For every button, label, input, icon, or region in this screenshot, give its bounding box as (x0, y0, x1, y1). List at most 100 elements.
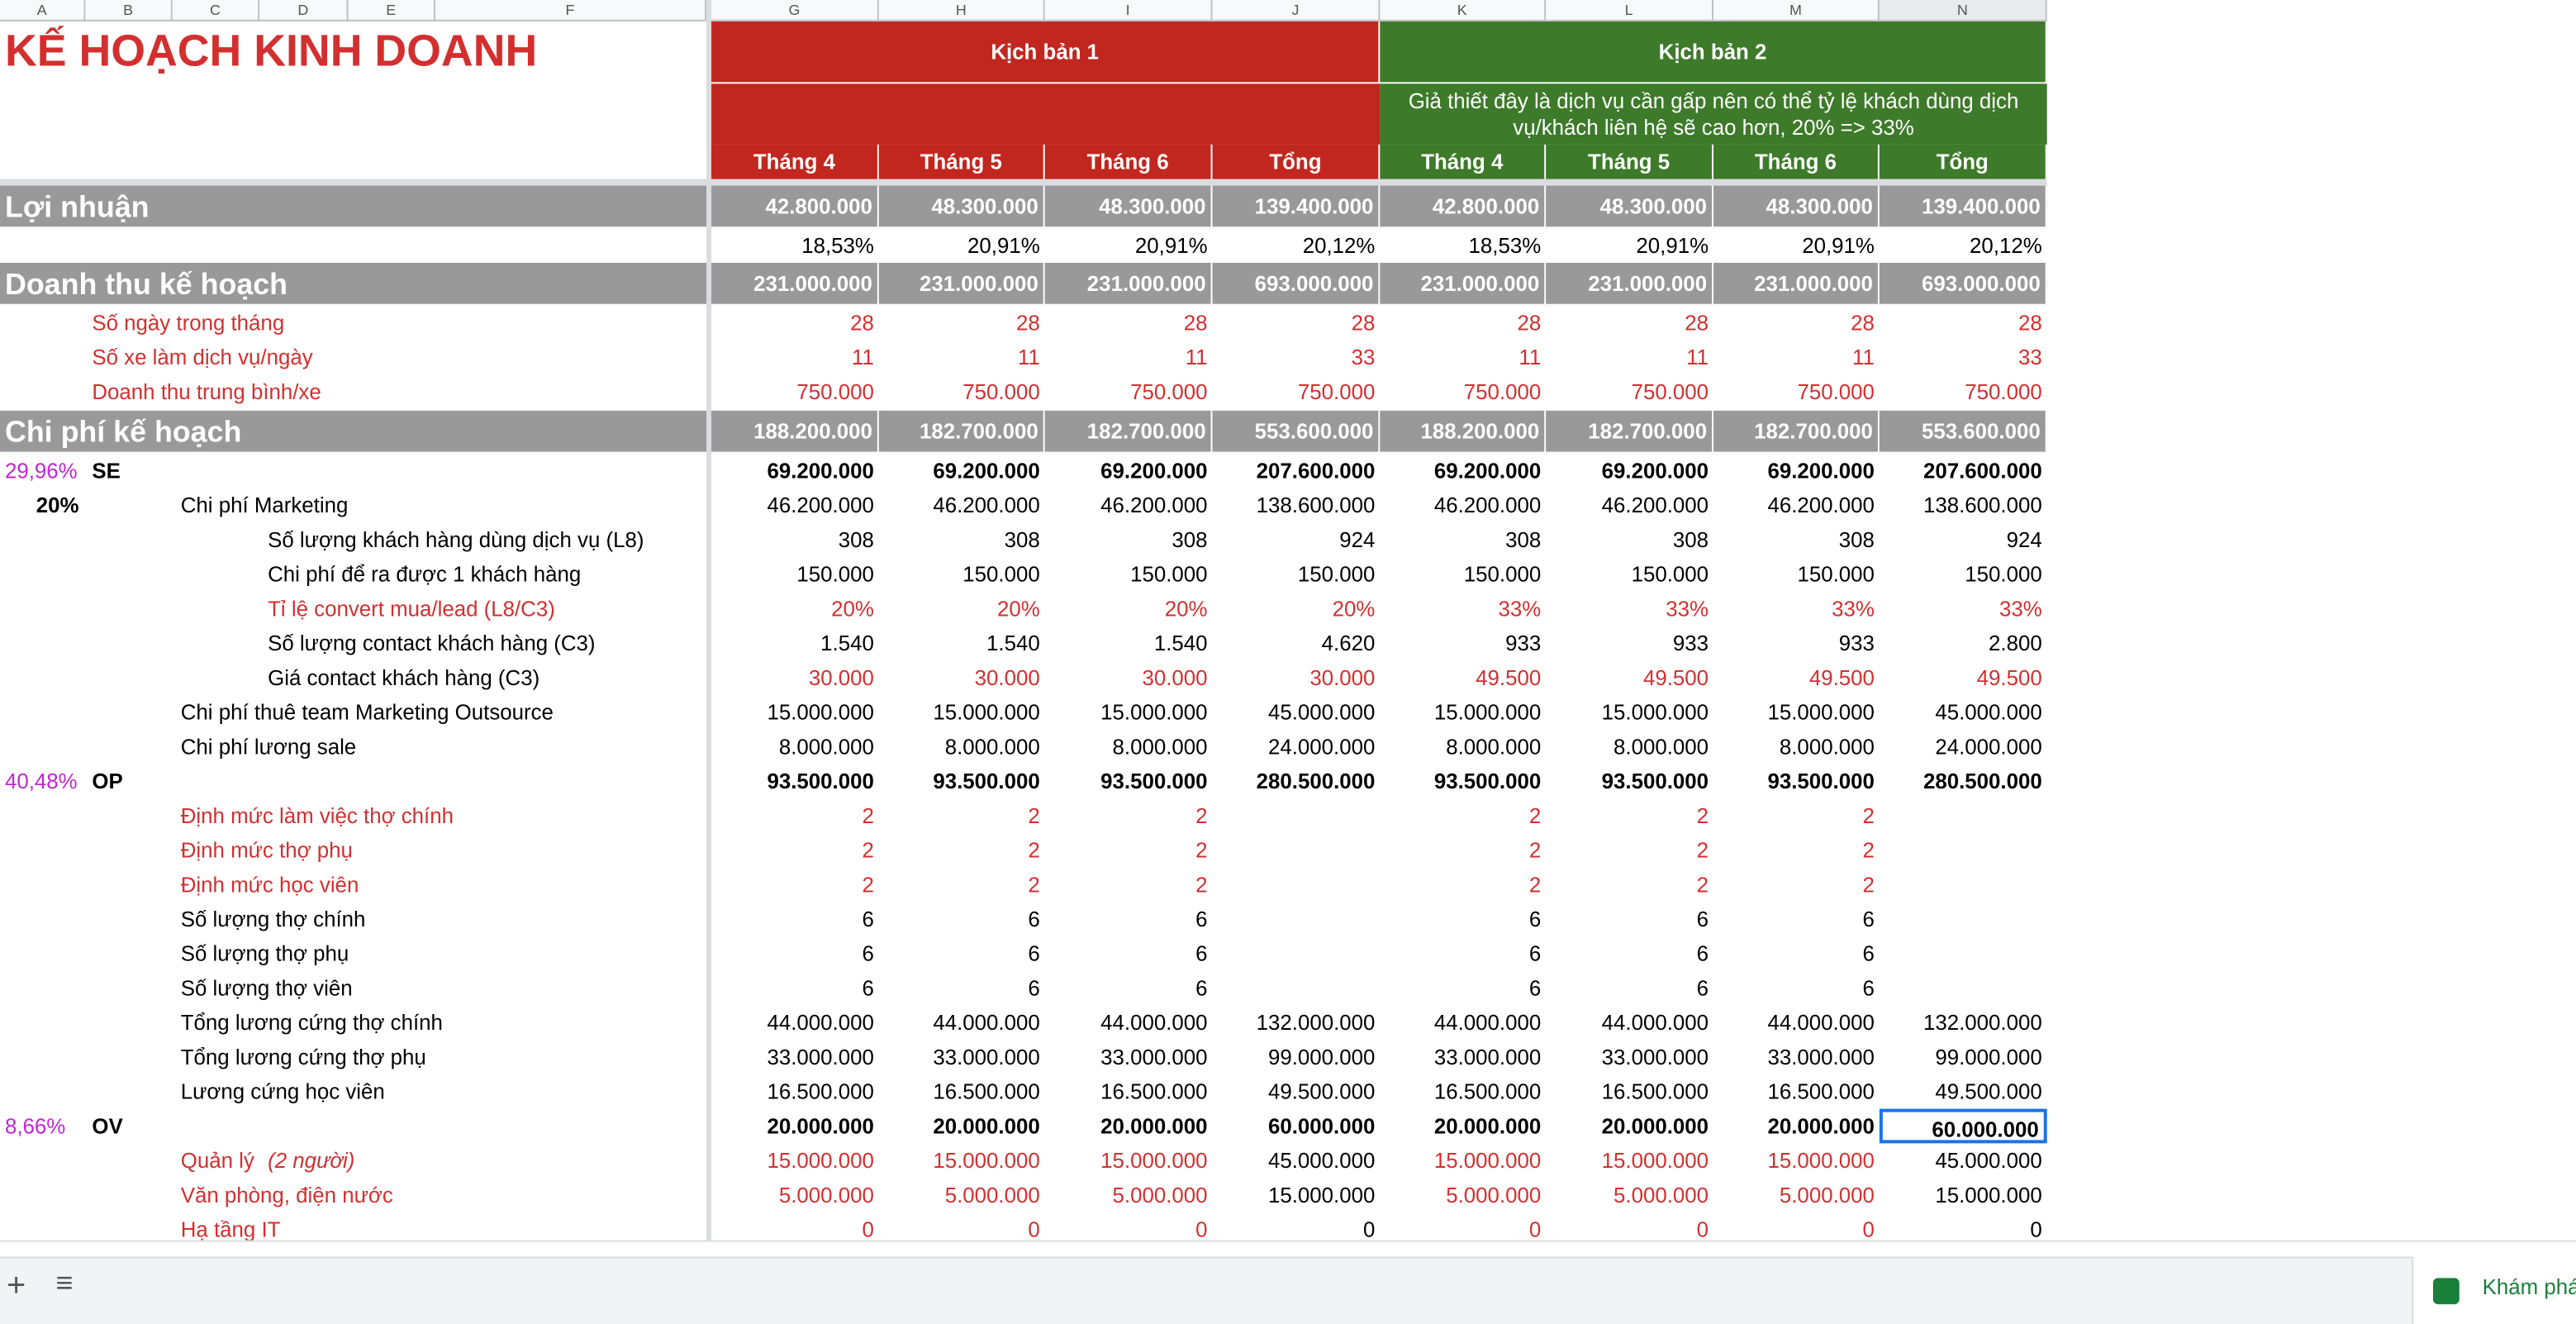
value-cell: 11 (852, 345, 874, 370)
value-cell: 93.500.000 (1767, 769, 1875, 794)
row-label: Số lượng thợ viên (180, 975, 353, 1001)
value-cell: 5.000.000 (778, 1183, 874, 1207)
value-cell: 30.000 (974, 664, 1040, 690)
value-cell: 16.500.000 (1100, 1079, 1208, 1104)
sheet-list[interactable]: ≡ (55, 1266, 74, 1300)
scrollbar[interactable] (0, 1240, 2576, 1257)
row-label: Hạ tầng IT (180, 1217, 281, 1242)
value-cell: 44.000.000 (767, 1010, 874, 1036)
value-cell: 6 (1528, 941, 1542, 966)
value-cell: 45.000.000 (1267, 1148, 1376, 1174)
value-cell: 33.000.000 (1100, 1045, 1208, 1069)
value-cell: 30.000 (808, 664, 874, 690)
value-cell (1880, 936, 2047, 971)
row-label: Lợi nhuận (4, 190, 150, 224)
section-percent: 8,66% (4, 1113, 66, 1139)
value-cell: 15.000.000 (1767, 699, 1875, 725)
month-header: Tháng 4 (1380, 144, 1547, 179)
row-label: Số lượng thợ phụ (180, 941, 349, 966)
value-cell: 46.200.000 (1767, 493, 1875, 518)
value-cell: 33.000.000 (1433, 1045, 1542, 1069)
value-cell: 2 (1862, 872, 1875, 898)
row-band (0, 263, 707, 306)
column-header: B (85, 0, 173, 21)
row-label: Chi phí lương sale (180, 734, 357, 760)
month-header: Tháng 4 (711, 144, 879, 179)
row-label: OV (92, 1113, 123, 1139)
value-cell: 15.000.000 (1100, 1148, 1208, 1174)
value-cell: 42.800.000 (711, 185, 879, 229)
row-label: Định mức làm việc thợ chính (180, 802, 454, 828)
value-cell: 42.800.000 (1380, 185, 1547, 229)
value-cell: 132.000.000 (1922, 1010, 2042, 1036)
value-cell: 6 (1696, 975, 1709, 1001)
value-cell: 182.700.000 (1713, 410, 1880, 454)
value-cell: 33% (1999, 596, 2042, 622)
value-cell: 139.400.000 (1879, 185, 2047, 229)
row-label: Chi phí thuê team Marketing Outsource (180, 699, 554, 725)
value-cell[interactable]: 60.000.000 (1879, 1108, 2047, 1144)
value-cell: 33.000.000 (1601, 1045, 1709, 1069)
value-cell: 45.000.000 (1267, 699, 1376, 725)
row-label: Doanh thu kế hoạch (4, 267, 288, 301)
value-cell: 33.000.000 (767, 1045, 874, 1069)
row-label: Số xe làm dịch vụ/ngày (92, 345, 313, 370)
value-cell: 308 (1172, 527, 1208, 552)
value-cell: 45.000.000 (1935, 699, 2042, 725)
value-cell: 28 (1183, 310, 1208, 336)
value-cell: 44.000.000 (1601, 1010, 1709, 1036)
sheet-title: KẾ HOẠCH KINH DOANH (4, 26, 538, 76)
value-cell: 46.200.000 (933, 493, 1040, 518)
value-cell: 6 (862, 941, 874, 966)
month-header: Tổng (1879, 144, 2047, 179)
value-cell: 69.200.000 (1433, 458, 1542, 483)
row-label: Doanh thu trung bình/xe (92, 379, 321, 404)
value-cell: 231.000.000 (711, 263, 879, 306)
freeze-line (0, 179, 2047, 186)
value-cell: 0 (2030, 1217, 2042, 1242)
add-sheet[interactable]: + (6, 1268, 26, 1305)
value-cell: 6 (1862, 941, 1875, 966)
value-cell: 1.540 (986, 631, 1040, 656)
title-cell (0, 21, 707, 181)
value-cell (1880, 798, 2047, 833)
value-cell: 20,91% (967, 233, 1040, 259)
value-cell: 0 (1195, 1217, 1208, 1242)
month-header: Tổng (1212, 144, 1381, 179)
row-label: Giá contact khách hàng (C3) (268, 664, 540, 690)
value-cell: 48.300.000 (1546, 185, 1714, 229)
scenario-header: Kịch bản 1 (711, 21, 1381, 84)
value-cell: 6 (1028, 907, 1040, 931)
column-header: H (878, 0, 1045, 21)
column-header: E (348, 0, 435, 21)
value-cell (1213, 902, 1381, 936)
value-cell: 33 (2018, 345, 2042, 370)
value-cell: 5.000.000 (1112, 1183, 1208, 1207)
value-cell: 750.000 (1297, 379, 1376, 404)
value-cell: 44.000.000 (933, 1010, 1040, 1036)
value-cell: 188.200.000 (711, 410, 879, 454)
value-cell: 93.500.000 (1433, 769, 1542, 794)
freeze-line (706, 0, 712, 1241)
column-header: K (1380, 0, 1547, 21)
value-cell: 4.620 (1321, 631, 1376, 656)
explore-label: Khám phá (2482, 1274, 2576, 1300)
value-cell: 49.500 (1808, 664, 1875, 690)
value-cell: 6 (1696, 941, 1709, 966)
value-cell: 308 (1838, 527, 1875, 552)
value-cell: 231.000.000 (1380, 263, 1547, 306)
value-cell: 30.000 (1309, 664, 1376, 690)
column-header: G (711, 0, 879, 21)
value-cell (1880, 867, 2047, 902)
value-cell: 49.500.000 (1267, 1079, 1376, 1104)
value-cell: 20.000.000 (1100, 1113, 1208, 1139)
column-header: D (259, 0, 349, 21)
value-cell: 1.540 (820, 631, 874, 656)
value-cell: 693.000.000 (1212, 263, 1381, 306)
value-cell: 5.000.000 (1446, 1183, 1542, 1207)
value-cell: 20,91% (1636, 233, 1709, 259)
value-cell: 20% (1164, 596, 1208, 622)
value-cell: 280.500.000 (1256, 769, 1376, 794)
value-cell: 15.000.000 (1267, 1183, 1376, 1207)
